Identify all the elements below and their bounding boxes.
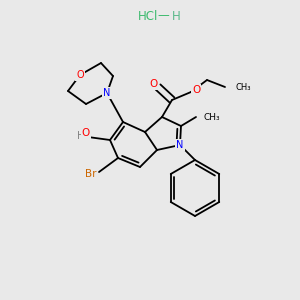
Text: Br: Br [85, 169, 97, 179]
Text: CH₃: CH₃ [204, 112, 220, 122]
Text: O: O [76, 70, 84, 80]
Text: CH₃: CH₃ [235, 82, 250, 91]
Text: O: O [150, 79, 158, 89]
Text: N: N [176, 140, 184, 150]
Text: O: O [82, 128, 90, 138]
Text: H: H [172, 10, 181, 22]
Text: HCl: HCl [138, 10, 158, 22]
Text: O: O [192, 85, 200, 95]
Text: —: — [157, 10, 169, 22]
Text: N: N [103, 88, 111, 98]
Text: H: H [76, 131, 84, 141]
